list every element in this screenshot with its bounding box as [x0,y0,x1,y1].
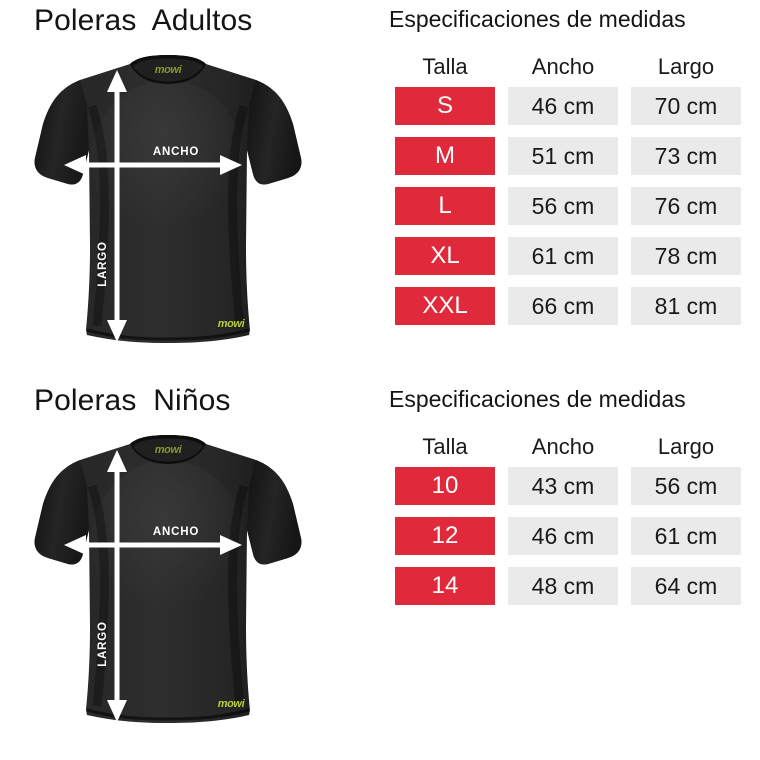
section-adultos: Poleras Adultos [0,0,760,380]
ninos-spec-column: Especificaciones de medidas Talla Ancho … [380,380,760,760]
size-table-ninos: Talla Ancho Largo 10 43 cm 56 cm 12 46 c… [395,432,751,617]
brand-logo-hem: mowi [218,698,246,710]
table-row: 10 43 cm 56 cm [395,467,751,505]
cell-talla: XXL [395,287,495,325]
column-header-ancho: Ancho [531,434,595,459]
brand-logo-hem: mowi [218,318,246,330]
cell-largo: 61 cm [631,517,741,555]
width-arrow-label-ninos: ANCHO [153,526,199,538]
cell-ancho: 43 cm [508,467,618,505]
table-row: L 56 cm 76 cm [395,187,751,225]
cell-ancho: 46 cm [508,517,618,555]
column-header-largo: Largo [657,54,715,79]
cell-talla: XL [395,237,495,275]
cell-talla: 12 [395,517,495,555]
tshirt-diagram-adultos: mowi mowi ANCHO LARGO [18,46,318,346]
cell-largo: 81 cm [631,287,741,325]
cell-talla: L [395,187,495,225]
column-header-talla: Talla [422,434,468,459]
column-header-ancho: Ancho [531,54,595,79]
tshirt-body-shape [34,435,302,723]
cell-talla: S [395,87,495,125]
cell-largo: 70 cm [631,87,741,125]
brand-logo-collar: mowi [155,444,183,456]
table-row: XL 61 cm 78 cm [395,237,751,275]
column-header-largo: Largo [657,434,715,459]
size-table-adultos: Talla Ancho Largo S 46 cm 70 cm M 51 cm … [395,52,751,337]
table-row: M 51 cm 73 cm [395,137,751,175]
adultos-garment-column: Poleras Adultos [0,0,380,380]
page-title-adultos: Poleras Adultos [34,4,253,37]
width-arrow-adultos [64,155,242,175]
cell-largo: 78 cm [631,237,741,275]
cell-ancho: 61 cm [508,237,618,275]
cell-talla: 14 [395,567,495,605]
section-ninos: Poleras Niños [0,380,760,760]
cell-ancho: 56 cm [508,187,618,225]
width-arrow-label-adultos: ANCHO [153,146,199,158]
length-arrow-label-adultos: LARGO [97,241,109,287]
cell-largo: 56 cm [631,467,741,505]
brand-logo-collar: mowi [155,64,183,76]
cell-talla: 10 [395,467,495,505]
page-title-ninos: Poleras Niños [34,384,231,417]
cell-largo: 76 cm [631,187,741,225]
cell-ancho: 66 cm [508,287,618,325]
cell-largo: 73 cm [631,137,741,175]
cell-ancho: 51 cm [508,137,618,175]
ninos-garment-column: Poleras Niños [0,380,380,760]
cell-largo: 64 cm [631,567,741,605]
length-arrow-ninos [107,450,127,722]
table-row: S 46 cm 70 cm [395,87,751,125]
cell-ancho: 46 cm [508,87,618,125]
column-header-talla: Talla [422,54,468,79]
tshirt-diagram-ninos: mowi mowi ANCHO LARGO [18,426,318,726]
length-arrow-adultos [107,70,127,342]
table-row: 14 48 cm 64 cm [395,567,751,605]
tshirt-body-shape [34,55,302,343]
table-row: 12 46 cm 61 cm [395,517,751,555]
table-header-row: Talla Ancho Largo [395,52,751,82]
cell-ancho: 48 cm [508,567,618,605]
table-row: XXL 66 cm 81 cm [395,287,751,325]
length-arrow-label-ninos: LARGO [97,621,109,667]
adultos-spec-column: Especificaciones de medidas Talla Ancho … [380,0,760,380]
table-header-row: Talla Ancho Largo [395,432,751,462]
cell-talla: M [395,137,495,175]
spec-title-ninos: Especificaciones de medidas [389,386,686,412]
spec-title-adultos: Especificaciones de medidas [389,6,686,32]
width-arrow-ninos [64,535,242,555]
